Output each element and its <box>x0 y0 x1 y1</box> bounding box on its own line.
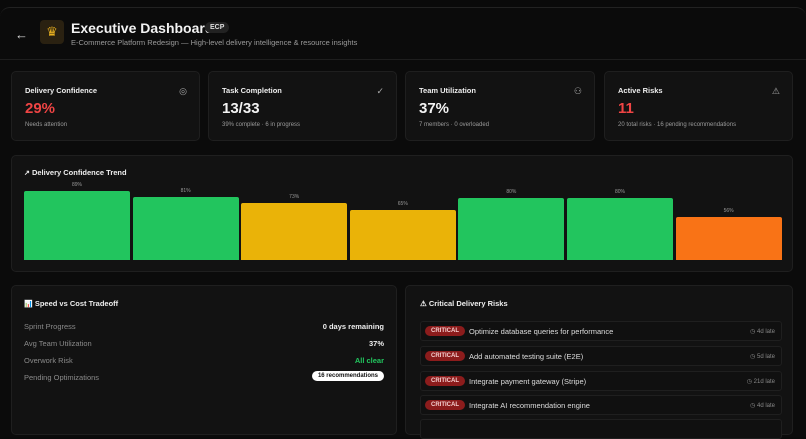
row-label: Overwork Risk <box>24 356 73 365</box>
trend-bar <box>675 216 782 260</box>
risk-item[interactable] <box>420 419 782 439</box>
row-label: Avg Team Utilization <box>24 339 92 348</box>
header: ← ♛ Executive Dashboard ECP E-Commerce P… <box>0 8 806 60</box>
row-label: Sprint Progress <box>24 322 76 331</box>
late-text: 4d late <box>756 403 775 409</box>
crown-icon: ♛ <box>40 20 64 44</box>
trend-bar-label: 56% <box>723 207 734 214</box>
card-label: Delivery Confidence <box>25 86 98 95</box>
late-text: 5d late <box>756 354 775 360</box>
trend-up-icon: ↗ <box>24 170 30 177</box>
trend-bar-label: 81% <box>180 188 191 195</box>
card-value: 11 <box>618 100 634 117</box>
row-value: 37% <box>368 339 384 348</box>
card-value: 37% <box>419 100 450 117</box>
severity-badge: CRITICAL <box>425 376 465 386</box>
critical-risks-panel: ⚠ Critical Delivery Risks CRITICAL Optimi… <box>405 285 793 439</box>
bar-chart-icon: 📊 <box>24 301 33 308</box>
card-task-completion: Task Completion ✓ 13/33 39% complete · 6… <box>208 71 397 141</box>
risk-title: Integrate AI recommendation engine <box>469 401 590 410</box>
project-badge: ECP <box>205 22 230 33</box>
trend-bar <box>241 203 348 260</box>
card-sub: Needs attention <box>25 122 68 128</box>
row-value: All clear <box>354 356 384 365</box>
late-text: 4d late <box>756 329 775 335</box>
trend-bar-label: 80% <box>614 189 625 195</box>
row-value: 0 days remaining <box>322 322 384 331</box>
trend-bar <box>24 191 130 260</box>
warning-icon: ⚠ <box>420 299 427 308</box>
trend-bar <box>567 198 673 260</box>
risk-item[interactable]: CRITICAL Integrate payment gateway (Strip… <box>420 371 782 391</box>
clock-icon: ◷ <box>746 379 752 385</box>
trend-bar <box>349 209 456 260</box>
tradeoff-row: Avg Team Utilization 37% <box>24 339 384 348</box>
trend-bar-label: 80% <box>506 189 517 195</box>
late-text: 21d late <box>753 379 775 385</box>
risk-item[interactable]: CRITICAL Add automated testing suite (E2E… <box>420 346 782 366</box>
trend-bar-label: 65% <box>397 200 408 207</box>
tradeoff-title: Speed vs Cost Tradeoff <box>34 299 119 308</box>
recommendations-pill[interactable]: 16 recommendations <box>311 371 384 381</box>
page-subtitle: E-Commerce Platform Redesign — High-leve… <box>71 38 358 47</box>
severity-badge: CRITICAL <box>425 400 465 410</box>
risk-title: Add automated testing suite (E2E) <box>469 352 584 361</box>
card-sub: 20 total risks · 16 pending recommendati… <box>618 122 737 128</box>
card-label: Task Completion <box>222 86 282 95</box>
check-circle-icon: ✓ <box>376 86 384 96</box>
risk-item[interactable]: CRITICAL Integrate AI recommendation engi… <box>420 395 782 415</box>
card-label: Team Utilization <box>419 86 476 95</box>
trend-title-text: Delivery Confidence Trend <box>31 168 127 177</box>
tradeoff-row: Overwork Risk All clear <box>24 356 384 365</box>
tradeoff-row: Pending Optimizations 16 recommendations <box>24 371 384 382</box>
target-icon: ◎ <box>179 86 187 96</box>
users-icon: ⚇ <box>573 86 582 96</box>
card-sub: 7 members · 0 overloaded <box>419 122 490 128</box>
card-value: 29% <box>25 100 56 117</box>
card-delivery-confidence: Delivery Confidence ◎ 29% Needs attentio… <box>11 71 200 141</box>
risks-title: Critical Delivery Risks <box>428 299 508 308</box>
severity-badge: CRITICAL <box>425 326 465 336</box>
card-sub: 39% complete · 6 in progress <box>222 122 301 128</box>
severity-badge: CRITICAL <box>425 351 465 361</box>
card-team-utilization: Team Utilization ⚇ 37% 7 members · 0 ove… <box>405 71 595 141</box>
clock-icon: ◷ <box>750 403 756 409</box>
card-value: 13/33 <box>222 100 260 117</box>
speed-cost-tradeoff-panel: 📊 Speed vs Cost Tradeoff Sprint Progress… <box>11 285 397 435</box>
trend-bar-label: 89% <box>71 182 82 189</box>
card-active-risks: Active Risks ⚠ 11 20 total risks · 16 pe… <box>604 71 793 141</box>
delivery-confidence-trend-panel: ↗ Delivery Confidence Trend 89% 81% 73% 65%… <box>11 155 793 272</box>
clock-icon: ◷ <box>750 329 756 335</box>
trend-bar <box>458 198 565 260</box>
back-arrow-icon[interactable]: ← <box>15 27 28 42</box>
trend-title: ↗ Delivery Confidence Trend <box>24 168 127 177</box>
row-label: Pending Optimizations <box>24 373 100 382</box>
trend-bar <box>132 197 239 260</box>
card-label: Active Risks <box>618 86 663 95</box>
page-title: Executive Dashboard <box>71 20 214 36</box>
risk-item[interactable]: CRITICAL Optimize database queries for pe… <box>420 321 782 341</box>
risk-title: Optimize database queries for performanc… <box>469 327 614 336</box>
risk-title: Integrate payment gateway (Stripe) <box>469 377 587 386</box>
trend-bar-label: 73% <box>289 194 300 201</box>
warning-icon: ⚠ <box>771 86 780 96</box>
clock-icon: ◷ <box>750 354 756 360</box>
tradeoff-row: Sprint Progress 0 days remaining <box>24 322 384 331</box>
